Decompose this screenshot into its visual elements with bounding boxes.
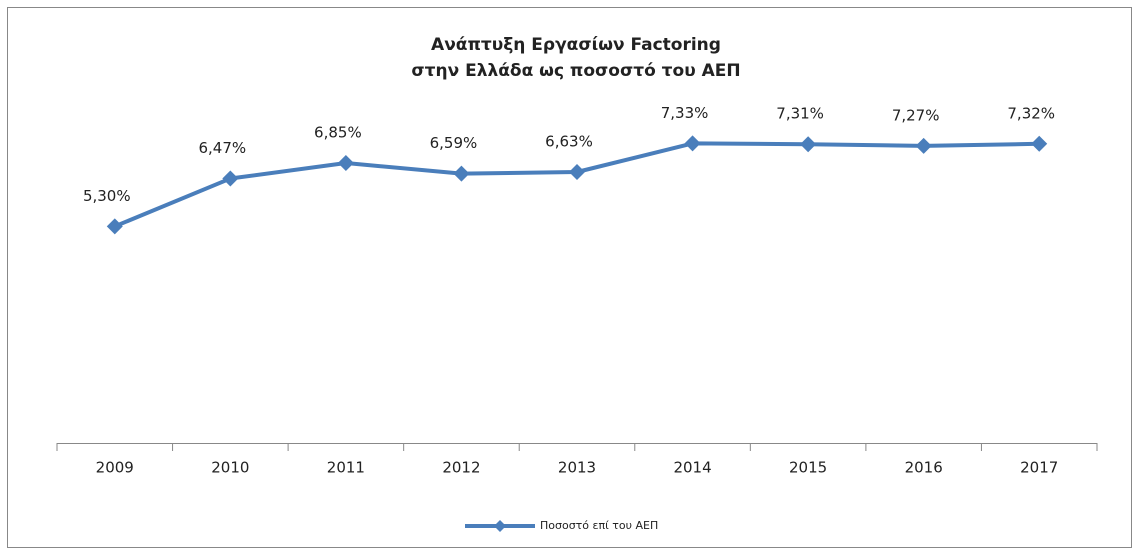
x-tick-label: 2012: [442, 459, 480, 477]
data-label: 7,27%: [892, 106, 940, 124]
point: [337, 155, 354, 172]
x-tick-label: 2013: [558, 459, 596, 477]
data-label: 6,63%: [545, 132, 593, 150]
x-tick-label: 2015: [789, 459, 827, 477]
point: [453, 165, 470, 182]
data-label: 6,85%: [314, 124, 362, 142]
point: [569, 163, 585, 180]
point: [222, 170, 239, 187]
point: [800, 136, 817, 153]
x-tick-label: 2010: [211, 459, 249, 477]
point: [684, 135, 701, 152]
data-label: 6,59%: [430, 134, 478, 152]
chart-border: [7, 7, 1132, 548]
data-label: 5,30%: [83, 187, 131, 205]
x-tick-label: 2014: [673, 459, 711, 477]
chart-title: Ανάπτυξη Εργασίων Factoring: [431, 35, 721, 55]
x-tick-label: 2009: [96, 459, 134, 477]
data-label: 6,47%: [199, 139, 247, 157]
legend-label: Ποσοστό επί του ΑΕΠ: [540, 519, 658, 532]
data-label: 7,32%: [1007, 104, 1055, 122]
point: [1031, 135, 1048, 152]
x-tick-label: 2017: [1020, 459, 1058, 477]
point: [106, 218, 123, 235]
x-tick-label: 2011: [327, 459, 365, 477]
data-label: 7,31%: [776, 105, 824, 123]
point: [915, 137, 932, 154]
chart-title: στην Ελλάδα ως ποσοστό του ΑΕΠ: [411, 61, 740, 81]
data-label: 7,33%: [661, 104, 709, 122]
x-tick-label: 2016: [905, 459, 943, 477]
legend-marker: [494, 520, 506, 532]
